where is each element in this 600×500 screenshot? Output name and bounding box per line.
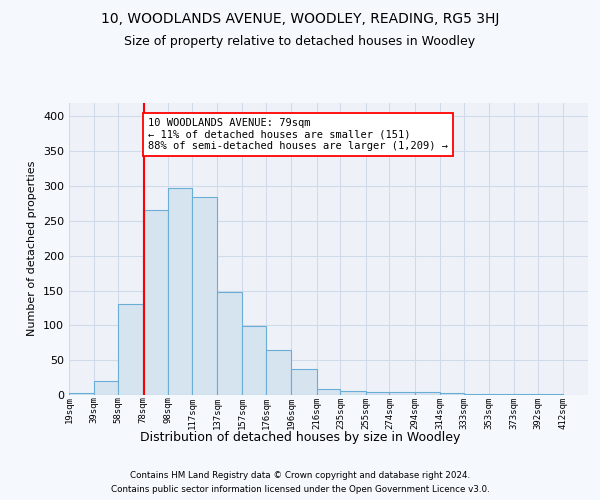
Bar (365, 392, 389, 395)
Text: 10 WOODLANDS AVENUE: 79sqm
← 11% of detached houses are smaller (151)
88% of sem: 10 WOODLANDS AVENUE: 79sqm ← 11% of deta… (148, 118, 448, 151)
Bar (440, 393, 464, 395)
Text: Distribution of detached houses by size in Woodley: Distribution of detached houses by size … (140, 431, 460, 444)
Bar (464, 394, 489, 395)
Bar (514, 394, 538, 395)
Bar (389, 392, 415, 395)
Y-axis label: Number of detached properties: Number of detached properties (28, 161, 37, 336)
Text: Contains HM Land Registry data © Crown copyright and database right 2024.: Contains HM Land Registry data © Crown c… (130, 472, 470, 480)
Bar (143, 210, 168, 395)
Bar (415, 392, 440, 395)
Bar (340, 391, 365, 395)
Bar (538, 394, 563, 395)
Text: 10, WOODLANDS AVENUE, WOODLEY, READING, RG5 3HJ: 10, WOODLANDS AVENUE, WOODLEY, READING, … (101, 12, 499, 26)
Bar (118, 304, 143, 395)
Bar (217, 292, 242, 395)
Bar (192, 196, 217, 395)
Text: Contains public sector information licensed under the Open Government Licence v3: Contains public sector information licen… (110, 484, 490, 494)
Bar (489, 394, 514, 395)
Bar (266, 350, 292, 395)
Text: Size of property relative to detached houses in Woodley: Size of property relative to detached ho… (124, 35, 476, 48)
Bar (69, 393, 94, 395)
Bar (317, 388, 340, 395)
Bar (94, 381, 118, 395)
Bar (168, 188, 192, 395)
Bar (242, 326, 266, 395)
Bar (292, 368, 317, 395)
